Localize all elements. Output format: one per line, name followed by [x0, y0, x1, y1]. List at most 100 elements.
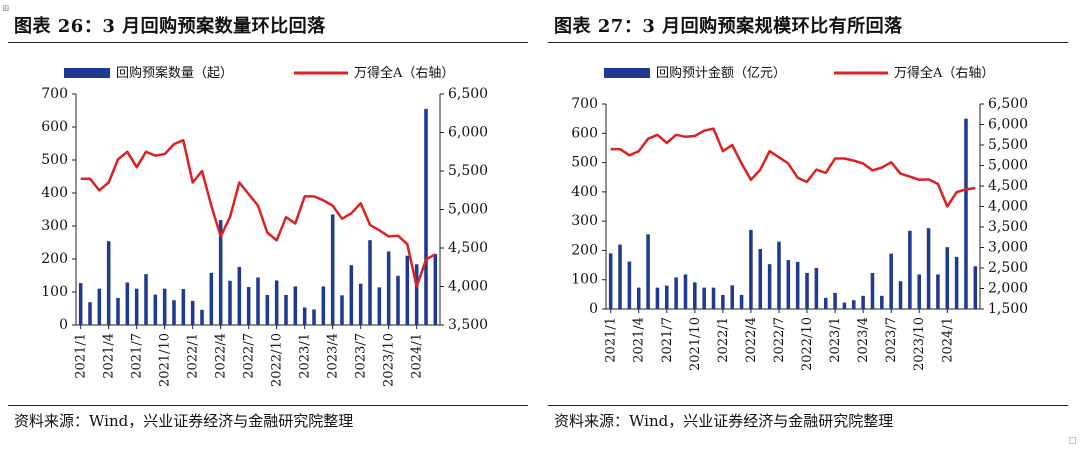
y-right-tick-label: 6,500 — [988, 96, 1028, 112]
corner-mark-icon: ⊞ — [2, 4, 10, 14]
bar — [209, 272, 214, 325]
bar — [618, 244, 622, 309]
bar — [945, 247, 950, 309]
source-note: 资料来源：Wind，兴业证券经济与金融研究院整理 — [14, 412, 354, 430]
y-right-tick-label: 3,500 — [448, 317, 488, 333]
bar — [711, 287, 716, 309]
bar — [926, 228, 931, 309]
bar — [758, 248, 763, 309]
bar — [964, 118, 968, 310]
source-rule — [8, 405, 528, 406]
bar — [293, 286, 298, 325]
bar — [284, 294, 288, 325]
bar — [358, 283, 363, 325]
y-left-tick-label: 200 — [41, 251, 68, 267]
corner-mark-icon: □ — [1068, 436, 1077, 446]
bar — [908, 230, 912, 309]
y-right-tick-label: 2,000 — [988, 281, 1028, 297]
bar — [814, 268, 819, 309]
y-right-tick-label: 2,500 — [988, 260, 1028, 276]
y-right-tick-label: 6,000 — [988, 117, 1028, 133]
bar — [795, 261, 800, 309]
bar — [116, 297, 120, 325]
y-right-tick-label: 4,000 — [988, 199, 1028, 215]
source-note: 资料来源：Wind，兴业证券经济与金融研究院整理 — [554, 412, 894, 430]
bar — [973, 266, 978, 309]
bar — [664, 285, 669, 309]
bar — [265, 294, 270, 325]
title-rule — [8, 42, 528, 43]
bar — [627, 261, 632, 309]
chart-title: 图表 26：3 月回购预案数量环比回落 — [14, 16, 326, 37]
bar — [889, 253, 893, 309]
y-left-tick-label: 600 — [571, 125, 598, 141]
bar — [228, 280, 232, 325]
bar — [349, 265, 354, 325]
x-tick-label: 2023/1 — [298, 333, 313, 379]
bar — [134, 288, 139, 325]
y-left-tick-label: 500 — [571, 155, 598, 171]
legend-swatch-bar — [604, 68, 650, 78]
x-tick-label: 2024/1 — [940, 317, 955, 363]
y-right-tick-label: 6,500 — [448, 86, 488, 102]
y-right-tick-label: 5,500 — [448, 163, 488, 179]
legend-label-line: 万得全A（右轴） — [894, 65, 994, 81]
bar — [88, 302, 92, 325]
x-tick-label: 2022/7 — [772, 317, 787, 363]
y-right-tick-label: 3,500 — [988, 219, 1028, 235]
x-tick-label: 2023/10 — [912, 317, 927, 371]
bar — [721, 294, 725, 309]
bar — [693, 282, 697, 309]
bar — [144, 274, 148, 325]
chart-27-svg: 回购预计金额（亿元） 万得全A（右轴） 0 100 200 300 400 500 600 700… — [571, 65, 1028, 371]
bar — [861, 295, 865, 309]
bar — [386, 251, 391, 325]
bar — [936, 274, 940, 309]
line-series — [80, 138, 436, 288]
bar — [646, 234, 650, 309]
bar — [730, 285, 735, 309]
y-right-tick-label: 1,500 — [988, 301, 1028, 317]
y-left-tick-label: 0 — [59, 317, 68, 333]
x-tick-label: 2023/4 — [326, 333, 341, 379]
x-tick-label: 2021/4 — [102, 333, 117, 379]
bar — [106, 241, 111, 325]
bar — [256, 277, 260, 325]
bar — [917, 274, 922, 309]
y-left-tick-label: 100 — [571, 272, 598, 288]
legend: 回购预案数量（起） 万得全A（右轴） — [64, 65, 454, 81]
bar — [181, 289, 186, 325]
y-right-tick-label: 6,000 — [448, 125, 488, 141]
x-tick-label: 2021/1 — [74, 333, 89, 379]
x-tick-label: 2022/10 — [800, 317, 815, 371]
y-right-tick-label: 4,000 — [448, 279, 488, 295]
bar — [162, 288, 167, 325]
bar — [125, 282, 130, 325]
x-tick-label: 2022/10 — [270, 333, 285, 387]
bar — [842, 302, 847, 309]
bar — [739, 294, 744, 309]
y-left-tick-label: 700 — [41, 86, 68, 102]
chart-panel-26: 图表 26：3 月回购预案数量环比回落 回购预案数量（起） 万得全A（右轴） 0 10… — [8, 0, 528, 450]
y-right-tick-label: 5,500 — [988, 137, 1028, 153]
bar — [702, 287, 706, 309]
legend: 回购预计金额（亿元） 万得全A（右轴） — [604, 65, 994, 81]
bar — [246, 287, 251, 325]
bar — [218, 220, 223, 325]
y-right-tick-label: 5,000 — [988, 158, 1028, 174]
bar — [396, 275, 400, 325]
bar — [97, 288, 102, 325]
y-left-tick-label: 600 — [41, 119, 68, 135]
bar — [274, 280, 279, 325]
legend-label-bar: 回购预案数量（起） — [116, 65, 233, 81]
legend-swatch-bar — [64, 68, 110, 78]
bar — [172, 300, 176, 325]
y-right-tick-label: 3,000 — [988, 240, 1028, 256]
bar — [237, 266, 242, 325]
y-left-tick-label: 0 — [589, 301, 598, 317]
bar — [749, 229, 753, 309]
x-tick-label: 2023/4 — [856, 317, 871, 363]
bar — [898, 281, 903, 309]
bar — [786, 260, 791, 309]
chart-panel-27: 图表 27：3 月回购预案规模环比有所回落 回购预计金额（亿元） 万得全A（右轴）… — [548, 0, 1068, 450]
